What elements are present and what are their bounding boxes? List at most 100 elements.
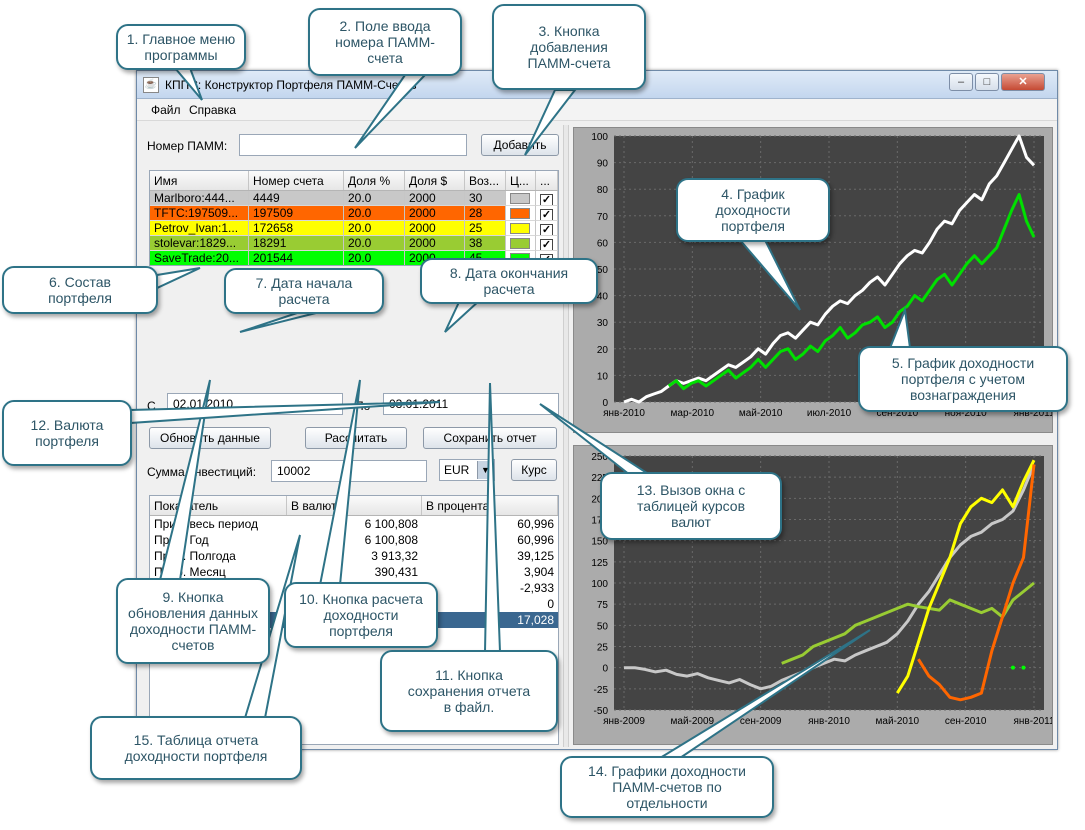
table-row[interactable]: Petrov_Ivan:1... 172658 20.0 2000 25 ✓	[150, 221, 558, 236]
y-tick-label: 50	[597, 621, 609, 632]
pointer-c11	[483, 382, 502, 653]
report-currency-cell: 3 913,32	[371, 549, 418, 563]
col-color[interactable]: Ц...	[506, 171, 536, 190]
portfolio-share-pct-cell: 20.0	[344, 191, 405, 206]
col-in-currency[interactable]: В валюте	[287, 496, 422, 515]
x-tick-label: янв-2010	[603, 408, 645, 419]
col-account[interactable]: Номер счета	[249, 171, 344, 190]
col-share-pct[interactable]: Доля %	[344, 171, 405, 190]
portfolio-name-cell: Petrov_Ivan:1...	[150, 221, 249, 236]
x-tick-label: сен-2009	[740, 716, 782, 727]
java-icon: ☕	[143, 77, 159, 93]
y-tick-label: -50	[594, 706, 609, 717]
main-window: ☕ КППС: Конструктор Портфеля ПАММ-Счетов…	[136, 70, 1058, 750]
enabled-checkbox[interactable]: ✓	[540, 239, 553, 251]
col-share-usd[interactable]: Доля $	[405, 171, 465, 190]
portfolio-account-cell: 201544	[249, 251, 344, 265]
table-row[interactable]: TFTC:197509... 197509 20.0 2000 28 ✓	[150, 206, 558, 221]
y-tick-label: 150	[591, 537, 608, 548]
callout-start-date: 7. Дата начала расчета	[224, 268, 384, 314]
color-swatch[interactable]	[510, 208, 530, 220]
portfolio-color-cell[interactable]	[506, 206, 536, 221]
pamm-number-input[interactable]	[239, 134, 467, 156]
x-tick-label: ноя-2010	[945, 408, 988, 419]
pointer-c4	[737, 239, 801, 311]
callout-chart-with-fee: 5. График доходности портфеля с учетом в…	[858, 346, 1068, 412]
from-label: С	[147, 399, 156, 413]
close-button[interactable]: ✕	[1001, 73, 1045, 91]
series-line	[624, 463, 1036, 691]
report-currency-cell: 390,431	[374, 565, 418, 579]
vertical-splitter[interactable]	[563, 125, 569, 747]
pointer-c2	[354, 74, 428, 149]
portfolio-table: Имя Номер счета Доля % Доля $ Воз... Ц..…	[149, 170, 559, 266]
portfolio-enabled-cell[interactable]: ✓	[536, 221, 558, 236]
x-tick-label: мар-2010	[671, 408, 715, 419]
y-tick-label: 250	[591, 452, 608, 463]
report-percent-cell: 39,125	[517, 549, 554, 563]
portfolio-account-cell: 4449	[249, 191, 344, 206]
callout-portfolio-chart: 4. График доходности портфеля	[676, 178, 830, 242]
x-tick-label: май-2010	[876, 716, 920, 727]
series-point	[1021, 665, 1026, 670]
investment-label: Сумма инвестиций:	[147, 465, 257, 479]
portfolio-color-cell[interactable]	[506, 221, 536, 236]
portfolio-color-cell[interactable]	[506, 236, 536, 251]
callout-currency: 12. Валюта портфеля	[2, 400, 132, 466]
portfolio-share-usd-cell: 2000	[405, 236, 465, 251]
col-name[interactable]: Имя	[150, 171, 249, 190]
x-tick-label: сен-2010	[945, 716, 987, 727]
pointer-c3	[524, 89, 578, 156]
portfolio-share-usd-cell: 2000	[405, 191, 465, 206]
portfolio-enabled-cell[interactable]: ✓	[536, 236, 558, 251]
minimize-button[interactable]: –	[949, 73, 973, 91]
report-percent-cell: -2,933	[519, 581, 554, 595]
y-tick-label: 200	[591, 494, 608, 505]
y-tick-label: 50	[597, 265, 609, 276]
pointer-c8	[444, 299, 483, 333]
y-tick-label: 20	[597, 345, 609, 356]
rates-button[interactable]: Курс	[511, 459, 557, 481]
portfolio-fee-cell: 25	[465, 221, 506, 236]
refresh-data-button[interactable]: Обновить данные	[149, 427, 271, 449]
callout-end-date: 8. Дата окончания расчета	[420, 258, 598, 304]
window-title: КППС: Конструктор Портфеля ПАММ-Счетов	[165, 78, 417, 92]
col-in-percent[interactable]: В процентах	[422, 496, 558, 515]
table-row[interactable]: Marlboro:444... 4449 20.0 2000 30 ✓	[150, 191, 558, 206]
table-row[interactable]: stolevar:1829... 18291 20.0 2000 38 ✓	[150, 236, 558, 251]
col-enabled[interactable]: ...	[536, 171, 558, 190]
y-tick-label: 70	[597, 212, 609, 223]
enabled-checkbox[interactable]: ✓	[540, 194, 553, 206]
report-percent-cell: 0	[547, 597, 554, 611]
color-swatch[interactable]	[510, 223, 530, 235]
menu-help[interactable]: Справка	[189, 103, 237, 117]
series-line	[896, 459, 1036, 694]
end-date-input[interactable]	[383, 393, 559, 415]
callout-accounts-charts: 14. Графики доходности ПАММ-счетов по от…	[560, 756, 774, 818]
enabled-checkbox[interactable]: ✓	[540, 224, 553, 236]
callout-add-button: 3. Кнопка добавления ПАММ-счета	[492, 4, 646, 90]
portfolio-name-cell: TFTC:197509...	[150, 206, 249, 221]
callout-rates-button: 13. Вызов окна с таблицей курсов валют	[600, 472, 782, 540]
color-swatch[interactable]	[510, 238, 530, 250]
y-tick-label: 0	[602, 398, 608, 409]
color-swatch[interactable]	[510, 193, 530, 205]
x-tick-label: янв-2011	[1013, 408, 1052, 419]
portfolio-color-cell[interactable]	[506, 191, 536, 206]
col-fee[interactable]: Воз...	[465, 171, 506, 190]
portfolio-enabled-cell[interactable]: ✓	[536, 206, 558, 221]
series-line	[781, 581, 1035, 665]
maximize-button[interactable]: □	[975, 73, 999, 91]
currency-value: EUR	[444, 463, 470, 477]
x-tick-label: янв-2011	[1013, 716, 1052, 727]
report-currency-cell: 6 100,808	[364, 533, 418, 547]
portfolio-enabled-cell[interactable]: ✓	[536, 191, 558, 206]
report-percent-cell: 3,904	[523, 565, 554, 579]
report-percent-cell: 60,996	[517, 533, 554, 547]
report-currency-cell: 6 100,808	[364, 517, 418, 531]
enabled-checkbox[interactable]: ✓	[540, 209, 553, 221]
callout-portfolio-composition: 6. Состав портфеля	[2, 266, 158, 314]
pointer-c13	[539, 403, 654, 476]
menu-file[interactable]: Файл	[151, 103, 181, 117]
portfolio-fee-cell: 38	[465, 236, 506, 251]
